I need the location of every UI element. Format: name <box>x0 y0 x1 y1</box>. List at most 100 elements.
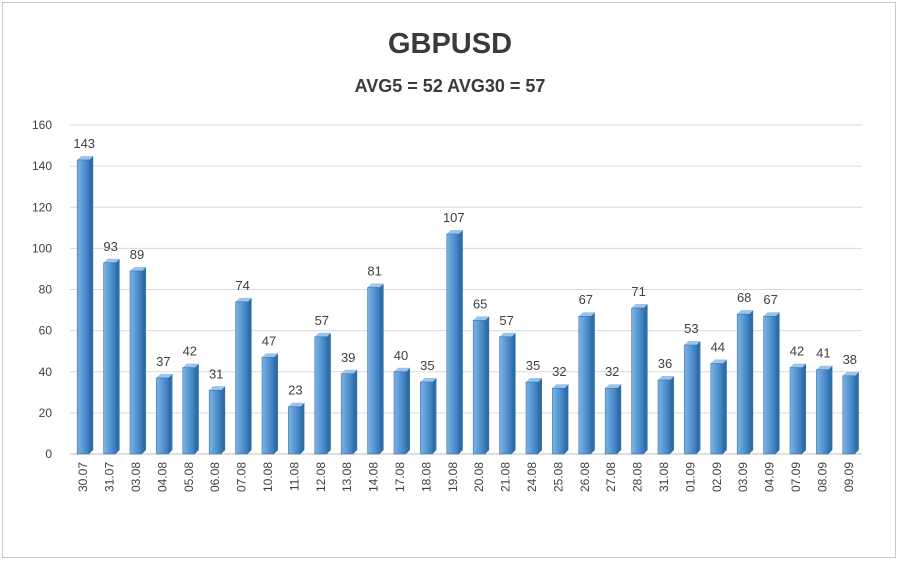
data-label: 93 <box>103 239 117 254</box>
y-tick-label: 80 <box>39 283 53 297</box>
y-tick-label: 120 <box>32 200 52 214</box>
data-label: 41 <box>816 346 830 361</box>
data-label: 32 <box>552 364 566 379</box>
x-tick-label: 20.08 <box>472 462 486 492</box>
y-tick-label: 100 <box>32 241 52 255</box>
bar <box>552 384 569 455</box>
data-label: 36 <box>658 356 672 371</box>
x-tick-label: 19.08 <box>446 462 460 492</box>
bar <box>763 312 780 455</box>
bar <box>842 371 859 455</box>
y-tick-label: 20 <box>39 406 53 420</box>
x-tick-label: 30.07 <box>76 462 90 492</box>
x-tick-label: 18.08 <box>419 462 433 492</box>
data-label: 31 <box>209 366 223 381</box>
x-tick-label: 04.09 <box>763 462 777 492</box>
data-label: 38 <box>843 352 857 367</box>
data-label: 23 <box>288 383 302 398</box>
bar <box>208 386 226 455</box>
data-label: 39 <box>341 350 355 365</box>
x-tick-label: 14.08 <box>367 462 381 492</box>
x-tick-label: 26.08 <box>578 462 592 492</box>
bar <box>420 378 437 455</box>
data-label: 53 <box>684 321 698 336</box>
data-label: 57 <box>315 313 329 328</box>
data-label: 35 <box>420 358 434 373</box>
gridlines <box>70 124 862 455</box>
bar <box>631 304 648 455</box>
bar <box>816 365 833 455</box>
data-label: 57 <box>499 313 513 328</box>
bar <box>499 332 516 455</box>
bars <box>76 155 859 455</box>
data-label: 47 <box>262 333 276 348</box>
x-tick-label: 13.08 <box>340 462 354 492</box>
bar <box>446 229 463 455</box>
data-label: 32 <box>605 364 619 379</box>
x-tick-label: 27.08 <box>604 462 618 492</box>
bar <box>129 266 146 455</box>
bar <box>789 363 806 455</box>
bar <box>525 378 542 455</box>
bar <box>393 367 410 455</box>
y-axis-ticks: 0 20 40 60 80 100 120 140 160 <box>32 118 52 461</box>
x-tick-label: 04.08 <box>155 462 169 492</box>
data-label: 71 <box>631 284 645 299</box>
data-label: 67 <box>763 292 777 307</box>
bar <box>261 353 278 455</box>
x-axis-ticks: 30.07 31.07 03.08 04.08 05.08 06.08 07.08 10.08… <box>76 462 856 492</box>
bar <box>288 402 305 455</box>
data-label: 107 <box>443 210 465 225</box>
bar <box>736 310 754 455</box>
x-tick-label: 03.08 <box>129 462 143 492</box>
y-tick-label: 0 <box>45 447 52 461</box>
x-tick-label: 03.09 <box>736 462 750 492</box>
y-tick-label: 160 <box>32 118 52 132</box>
bar <box>657 375 674 455</box>
bar <box>103 258 120 455</box>
chart-title: GBPUSD <box>387 28 513 60</box>
data-label: 81 <box>367 263 381 278</box>
x-tick-label: 31.07 <box>103 462 117 492</box>
bar <box>710 359 727 455</box>
data-label: 42 <box>183 344 197 359</box>
bar <box>235 297 252 455</box>
x-tick-label: 01.09 <box>683 462 697 492</box>
x-tick-label: 21.08 <box>499 462 513 492</box>
bar <box>684 341 701 455</box>
chart-subtitle: AVG5 = 52 AVG30 = 57 <box>354 76 546 96</box>
data-label: 68 <box>737 290 751 305</box>
bar <box>76 155 94 455</box>
bar <box>182 363 199 455</box>
bar <box>578 312 595 455</box>
y-tick-label: 60 <box>39 324 53 338</box>
x-tick-label: 25.08 <box>551 462 565 492</box>
data-label: 40 <box>394 348 408 363</box>
x-tick-label: 07.08 <box>235 462 249 492</box>
x-tick-label: 09.09 <box>842 462 856 492</box>
data-label: 44 <box>711 340 725 355</box>
bar <box>156 373 173 455</box>
x-tick-label: 07.09 <box>789 462 803 492</box>
bar <box>604 384 622 455</box>
x-tick-label: 11.08 <box>287 462 301 491</box>
x-tick-label: 06.08 <box>208 462 222 492</box>
data-label: 65 <box>473 296 487 311</box>
data-label: 42 <box>790 344 804 359</box>
x-tick-label: 05.08 <box>182 462 196 492</box>
bar <box>340 369 358 455</box>
x-tick-label: 10.08 <box>261 462 275 492</box>
x-tick-label: 24.08 <box>525 462 539 492</box>
data-label: 89 <box>130 247 144 262</box>
data-labels: 143 93 89 37 42 31 74 47 23 57 39 81 40 35 107 65 57 35 32… <box>73 136 857 398</box>
x-tick-label: 12.08 <box>314 462 328 492</box>
bar <box>314 332 331 455</box>
data-label: 37 <box>156 354 170 369</box>
x-tick-label: 08.09 <box>815 462 829 492</box>
data-label: 67 <box>579 292 593 307</box>
data-label: 35 <box>526 358 540 373</box>
data-label: 74 <box>235 278 249 293</box>
y-tick-label: 40 <box>39 365 53 379</box>
x-tick-label: 02.09 <box>710 462 724 492</box>
